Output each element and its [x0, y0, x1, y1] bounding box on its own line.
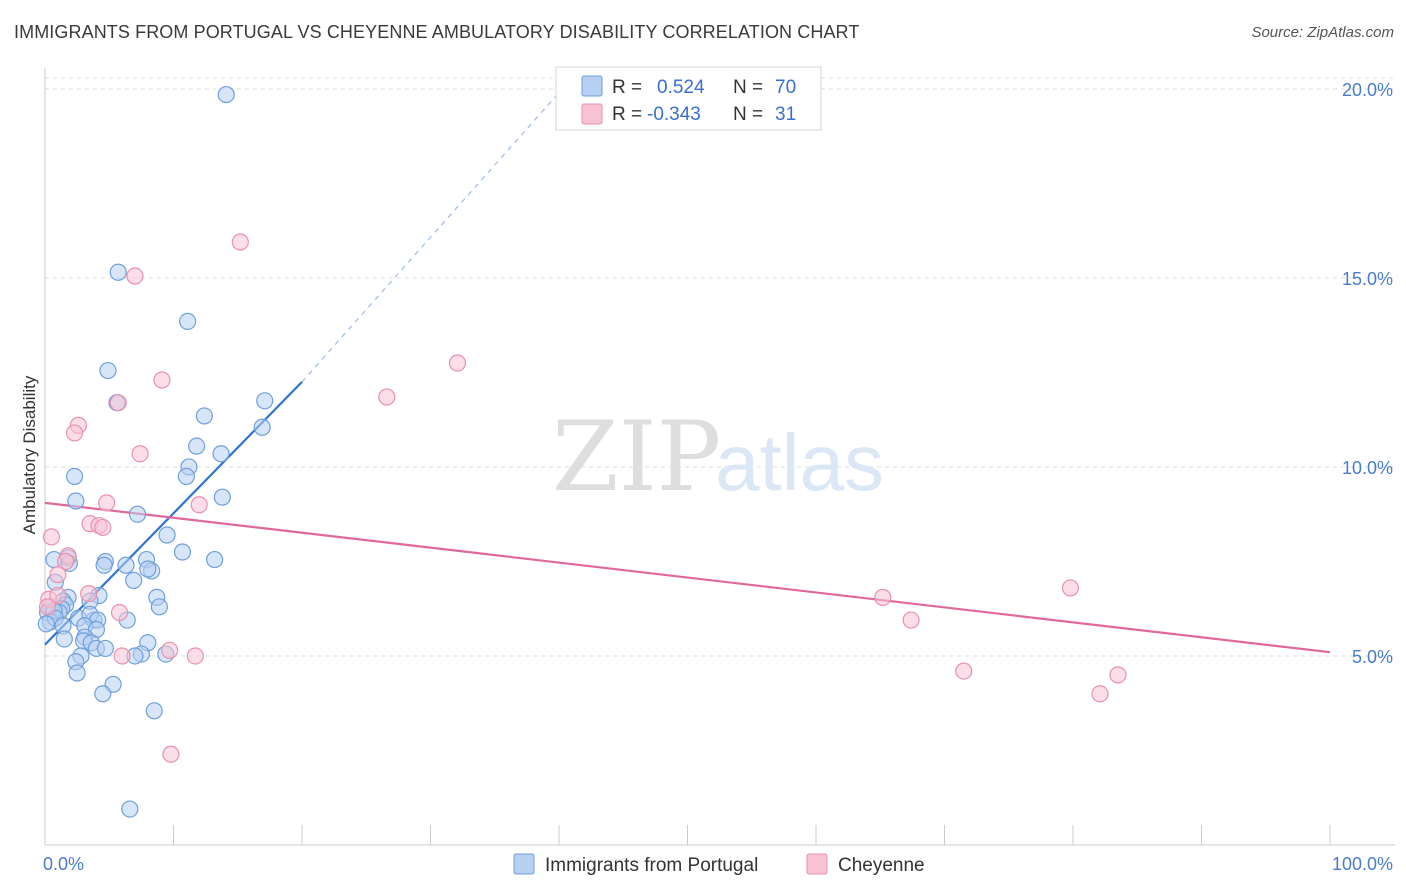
trend-lines [44, 92, 1331, 654]
portugal-point-5 [256, 392, 274, 410]
cheyenne-point-8 [131, 445, 149, 463]
y-axis-label: Ambulatory Disability [20, 375, 39, 534]
cheyenne-point-21 [38, 598, 57, 616]
portugal-point-2 [179, 312, 197, 331]
cheyenne-point-3 [153, 371, 171, 389]
legend-r-value-2: -0.343 [647, 104, 701, 125]
cheyenne-point-20 [49, 586, 67, 605]
portugal-point-13 [213, 488, 231, 506]
bottom-legend-swatch-pink [806, 853, 828, 875]
bottom-legend-label-cheyenne: Cheyenne [838, 855, 925, 876]
portugal-point-0 [217, 85, 235, 104]
data-points [37, 85, 1127, 818]
cheyenne-point-28 [186, 647, 204, 665]
cheyenne-point-22 [110, 603, 129, 622]
cheyenne-point-5 [109, 394, 127, 412]
legend-r-label-1: R = [612, 77, 642, 98]
portugal-point-6 [195, 407, 213, 425]
legend-swatch-pink [581, 103, 603, 125]
portugal-point-28 [125, 571, 143, 589]
legend-swatch-blue [581, 75, 603, 97]
cheyenne-point-23 [874, 588, 892, 606]
grid-lines [45, 77, 1395, 657]
cheyenne-point-27 [113, 647, 131, 665]
portugal-point-7 [253, 418, 271, 436]
watermark-zip: ZIP [552, 401, 721, 513]
cheyenne-point-32 [162, 745, 180, 763]
portugal-point-69 [121, 800, 139, 818]
cheyenne-point-26 [161, 641, 179, 659]
cheyenne-point-2 [448, 354, 467, 372]
portugal-point-9 [212, 445, 230, 463]
portugal-point-15 [128, 505, 147, 523]
portugal-point-11 [177, 467, 195, 486]
portugal-point-8 [188, 437, 206, 455]
legend-r-value-1: 0.524 [657, 77, 705, 98]
legend-r-label-2: R = [612, 104, 642, 125]
bottom-legend-swatch-blue [513, 853, 535, 875]
chart-title: IMMIGRANTS FROM PORTUGAL VS CHEYENNE AMB… [14, 22, 860, 42]
cheyenne-point-17 [49, 566, 67, 584]
axes [44, 68, 1395, 846]
legend-n-label-1: N = [733, 77, 763, 98]
portugal-point-67 [94, 685, 112, 703]
cheyenne-point-18 [80, 584, 98, 603]
bottom-legend-label-portugal: Immigrants from Portugal [545, 855, 758, 876]
portugal-trend-extension [301, 92, 560, 383]
cheyenne-point-4 [378, 388, 396, 406]
cheyenne-point-24 [1061, 579, 1080, 597]
cheyenne-point-29 [955, 662, 973, 680]
cheyenne-point-16 [56, 552, 75, 571]
legend-box: R = 0.524 N = 70 R = -0.343 N = 31 [555, 66, 822, 131]
cheyenne-point-30 [1109, 666, 1127, 684]
portugal-point-27 [139, 560, 157, 578]
portugal-point-41 [150, 598, 168, 616]
legend-n-value-2: 31 [775, 104, 796, 125]
watermark-atlas: atlas [715, 418, 884, 507]
y-tick-label-1: 10.0% [1342, 458, 1393, 478]
cheyenne-point-31 [1091, 685, 1109, 703]
x-tick-labels: 0.0% 100.0% [43, 854, 1393, 874]
x-tick-label-0: 0.0% [43, 854, 84, 874]
cheyenne-point-25 [902, 611, 920, 629]
portugal-point-14 [67, 492, 85, 510]
y-tick-label-3: 20.0% [1342, 80, 1393, 100]
portugal-point-48 [37, 615, 55, 633]
legend-n-label-2: N = [733, 104, 763, 125]
y-tick-labels: 5.0% 10.0% 15.0% 20.0% [1342, 80, 1393, 667]
cheyenne-point-0 [231, 233, 249, 251]
portugal-point-65 [68, 664, 86, 682]
y-tick-label-0: 5.0% [1352, 647, 1393, 667]
cheyenne-point-9 [98, 494, 116, 512]
portugal-point-24 [206, 550, 224, 569]
portugal-point-3 [99, 361, 117, 380]
portugal-point-22 [117, 556, 135, 574]
portugal-point-68 [145, 702, 163, 720]
cheyenne-point-1 [126, 267, 144, 285]
cheyenne-point-14 [42, 528, 61, 546]
portugal-point-16 [158, 526, 176, 544]
portugal-point-61 [96, 639, 114, 658]
portugal-point-17 [173, 543, 192, 561]
x-tick-label-1: 100.0% [1332, 854, 1393, 874]
cheyenne-point-10 [190, 496, 208, 514]
cheyenne-point-7 [65, 424, 84, 442]
source-label: Source: ZipAtlas.com [1251, 24, 1394, 41]
portugal-point-1 [109, 263, 127, 281]
cheyenne-point-13 [94, 518, 112, 537]
portugal-point-25 [95, 556, 113, 574]
legend-n-value-1: 70 [775, 77, 796, 98]
portugal-point-55 [55, 630, 73, 648]
y-tick-label-2: 15.0% [1342, 269, 1393, 289]
cheyenne-trend-line [44, 501, 1331, 654]
portugal-point-12 [65, 467, 84, 486]
bottom-legend: Immigrants from Portugal Cheyenne [513, 853, 925, 876]
